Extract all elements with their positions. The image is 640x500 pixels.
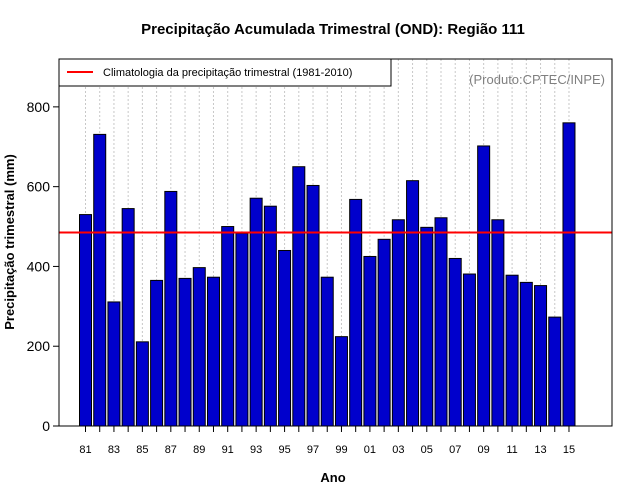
bar-01 — [363, 255, 377, 427]
bar-83 — [107, 301, 121, 427]
bar-86 — [150, 279, 164, 427]
y-axis-label: Precipitação trimestral (mm) — [2, 154, 17, 330]
x-tick-label: 81 — [79, 444, 91, 456]
bar-84 — [121, 208, 135, 427]
bar-12 — [519, 281, 533, 427]
x-axis: 81 83 85 87 89 91 93 95 97 99 01 03 05 07 09 11 13 15 — [79, 426, 575, 456]
x-tick-label: 11 — [506, 444, 517, 456]
bar-89 — [192, 267, 206, 427]
x-tick-label: 15 — [563, 444, 575, 456]
x-tick-label: 89 — [193, 444, 205, 456]
x-tick-label: 99 — [335, 444, 347, 456]
bar-88 — [178, 277, 192, 427]
bar-99 — [334, 336, 348, 427]
bar-94 — [263, 205, 277, 427]
bar-95 — [278, 249, 292, 427]
x-tick-label: 93 — [250, 444, 262, 456]
x-tick-label: 95 — [278, 444, 290, 456]
x-tick-label: 91 — [222, 444, 234, 456]
bar-04 — [406, 180, 420, 427]
bar-09 — [477, 145, 491, 427]
y-tick-label: 200 — [27, 338, 51, 354]
bar-08 — [462, 273, 476, 427]
x-tick-label: 85 — [136, 444, 148, 456]
bar-05 — [420, 226, 434, 427]
credit-text: (Produto:CPTEC/INPE) — [469, 72, 605, 87]
x-tick-label: 83 — [108, 444, 120, 456]
bar-98 — [320, 276, 334, 427]
y-tick-label: 0 — [42, 418, 50, 434]
x-tick-label: 87 — [165, 444, 177, 456]
x-tick-label: 97 — [307, 444, 319, 456]
legend-label: Climatologia da precipitação trimestral … — [103, 67, 352, 79]
y-tick-label: 800 — [27, 99, 51, 115]
bar-11 — [505, 274, 519, 427]
x-tick-label: 01 — [364, 444, 376, 456]
bar-96 — [292, 166, 306, 427]
chart-title: Precipitação Acumulada Trimestral (OND):… — [141, 21, 525, 38]
bar-13 — [534, 285, 548, 427]
bar-97 — [306, 184, 320, 427]
bar-10 — [491, 219, 505, 427]
x-tick-label: 03 — [392, 444, 404, 456]
bar-15 — [562, 122, 576, 427]
y-tick-label: 600 — [27, 179, 51, 195]
bar-82 — [93, 133, 107, 427]
x-axis-label: Ano — [320, 470, 345, 485]
bar-06 — [434, 217, 448, 427]
y-tick-label: 400 — [27, 258, 51, 274]
bar-07 — [448, 257, 462, 427]
x-tick-label: 05 — [421, 444, 433, 456]
legend-box — [58, 58, 392, 87]
x-tick-label: 09 — [478, 444, 490, 456]
x-tick-label: 13 — [534, 444, 546, 456]
bar-02 — [377, 238, 391, 427]
bar-90 — [206, 276, 220, 427]
bar-14 — [548, 316, 562, 427]
x-tick-label: 07 — [449, 444, 461, 456]
bar-87 — [164, 190, 178, 427]
bar-85 — [135, 341, 149, 427]
bar-81 — [79, 214, 92, 427]
y-axis: 0 200 400 600 800 — [27, 99, 59, 434]
legend: Climatologia da precipitação trimestral … — [58, 58, 392, 87]
bar-92 — [235, 232, 249, 427]
bar-91 — [221, 226, 235, 427]
bar-03 — [391, 219, 405, 427]
